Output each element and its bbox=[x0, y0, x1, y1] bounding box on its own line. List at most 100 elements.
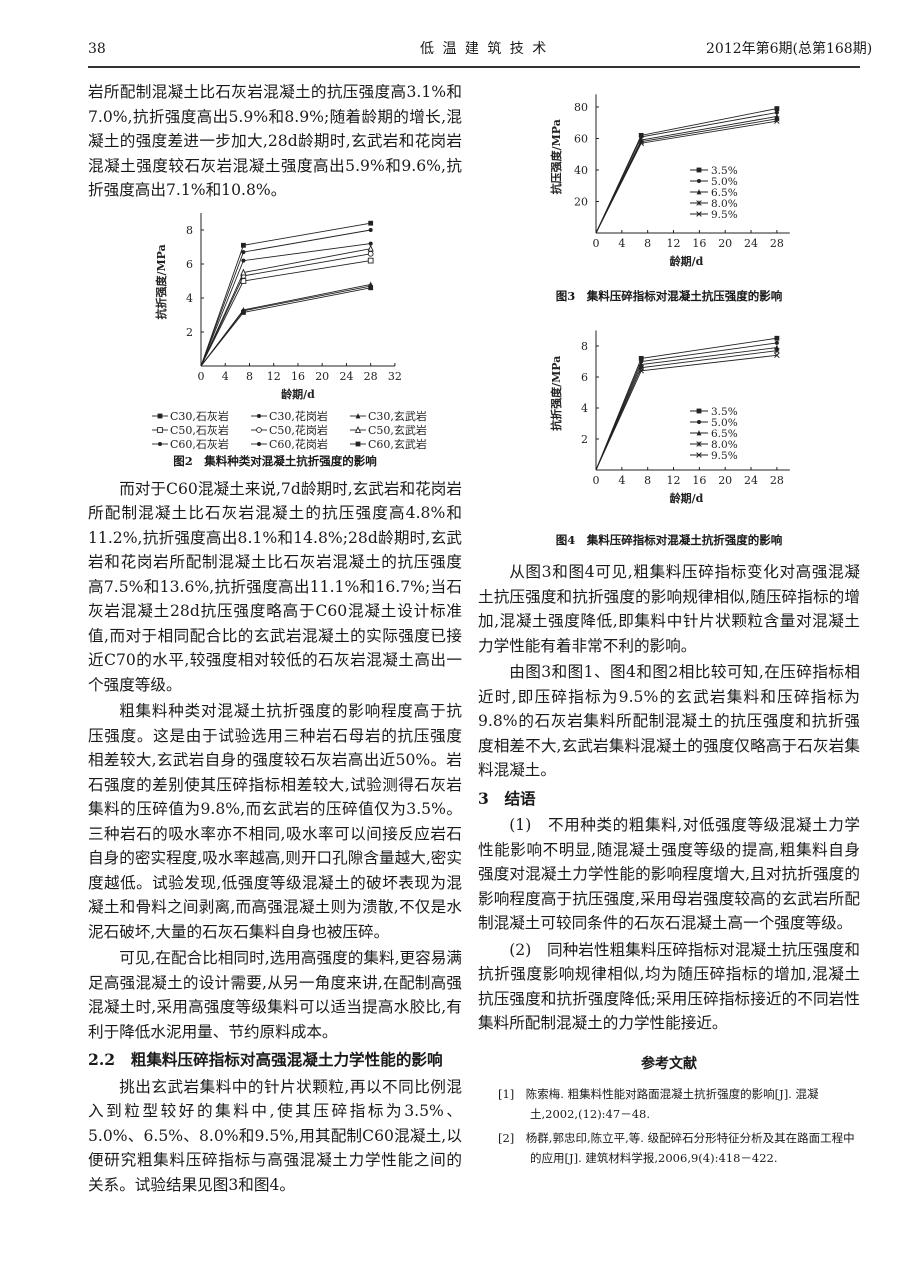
data-point bbox=[774, 340, 779, 345]
y-tick-label: 20 bbox=[574, 196, 588, 209]
legend-item: 9.5% bbox=[690, 450, 738, 462]
legend-label: C50,石灰岩 bbox=[170, 423, 229, 437]
legend-label: 9.5% bbox=[711, 209, 738, 221]
x-tick-label: 16 bbox=[291, 370, 305, 383]
figure-3-caption: 图3 集料压碎指标对混凝土抗压强度的影响 bbox=[555, 289, 783, 303]
x-tick-label: 20 bbox=[718, 237, 732, 250]
legend-marker bbox=[256, 426, 262, 433]
x-tick-label: 32 bbox=[388, 370, 402, 383]
legend-item: C30,石灰岩 bbox=[152, 409, 229, 423]
x-tick-label: 24 bbox=[744, 237, 758, 250]
x-tick-label: 8 bbox=[644, 237, 651, 250]
series-line bbox=[595, 112, 777, 234]
conclusion-1: (1) 不用种类的粗集料,对低强度等级混凝土力学性能影响不明显,随混凝土强度等级… bbox=[478, 816, 860, 932]
legend-item: C30,花岗岩 bbox=[251, 409, 328, 423]
legend-marker bbox=[157, 413, 163, 418]
left-column: 岩所配制混凝土比石灰岩混凝土的抗压强度高3.1%和7.0%,抗折强度高出5.9%… bbox=[88, 80, 462, 1199]
data-point bbox=[367, 257, 374, 263]
legend-item: 8.0% bbox=[690, 198, 738, 210]
data-point bbox=[638, 361, 644, 367]
legend-label: C60,玄武岩 bbox=[368, 437, 427, 451]
legend-item: C30,玄武岩 bbox=[350, 409, 427, 423]
y-tick-label: 6 bbox=[186, 258, 193, 271]
series-9 bbox=[200, 220, 374, 366]
x-tick-label: 28 bbox=[770, 474, 784, 487]
y-tick-label: 8 bbox=[186, 224, 193, 237]
legend-label: 6.5% bbox=[711, 428, 738, 440]
series-8 bbox=[200, 227, 373, 366]
figure-4-caption: 图4 集料压碎指标对混凝土抗折强度的影响 bbox=[555, 533, 783, 547]
legend-item: C50,花岗岩 bbox=[251, 423, 328, 437]
x-tick-label: 12 bbox=[667, 474, 681, 487]
y-tick-label: 6 bbox=[581, 371, 588, 384]
series-line bbox=[595, 108, 777, 234]
series-7 bbox=[200, 241, 373, 366]
series-2 bbox=[595, 110, 779, 234]
data-point bbox=[774, 106, 780, 111]
legend-marker bbox=[257, 413, 261, 418]
x-axis-label: 龄期/d bbox=[281, 387, 315, 401]
paragraph: 挑出玄武岩集料中的针片状颗粒,再以不同比例混入到粒型较好的集料中,使其压碎指标为… bbox=[88, 1077, 462, 1194]
data-point bbox=[638, 368, 644, 374]
x-tick-label: 24 bbox=[744, 474, 758, 487]
data-point bbox=[774, 344, 780, 350]
legend-item: C50,石灰岩 bbox=[152, 423, 229, 437]
legend-item: 3.5% bbox=[690, 165, 738, 177]
legend-label: 3.5% bbox=[711, 406, 738, 418]
y-axis-label: 抗折强度/MPa bbox=[154, 244, 168, 319]
data-point bbox=[368, 227, 373, 232]
x-tick-label: 0 bbox=[198, 370, 205, 383]
legend-marker bbox=[696, 200, 702, 206]
data-point bbox=[367, 250, 374, 257]
data-point bbox=[639, 359, 644, 364]
legend-item: 6.5% bbox=[690, 187, 738, 199]
data-point bbox=[368, 241, 373, 246]
page-number: 38 bbox=[88, 41, 106, 57]
legend-marker bbox=[355, 412, 361, 418]
data-point bbox=[639, 134, 644, 139]
series-3 bbox=[200, 281, 374, 366]
y-tick-label: 2 bbox=[186, 326, 193, 339]
legend-label: 6.5% bbox=[711, 187, 738, 199]
references-title: 参考文献 bbox=[641, 1055, 697, 1072]
right-column: 0 4 8 12 16 20 24 28 20 40 60 80 龄期/d 抗压强度/MPa 3.5% 5.0… bbox=[478, 80, 860, 1172]
issue-info: 2012年第6期(总第168期) bbox=[706, 41, 873, 57]
legend-item: C60,石灰岩 bbox=[152, 437, 229, 451]
data-point bbox=[774, 116, 780, 122]
legend-item: 5.0% bbox=[690, 417, 738, 429]
legend-marker bbox=[354, 425, 362, 433]
series-line bbox=[200, 242, 371, 366]
paragraph: 可见,在配合比相同时,选用高强度的集料,更容易满足高强混凝土的设计需要,从另一角… bbox=[88, 949, 462, 1041]
x-tick-label: 20 bbox=[315, 370, 329, 383]
legend-label: 5.0% bbox=[711, 417, 738, 429]
legend-marker bbox=[697, 420, 701, 424]
legend-item: 8.0% bbox=[690, 439, 738, 451]
series-5 bbox=[595, 352, 780, 471]
legend-marker bbox=[696, 430, 702, 436]
y-tick-label: 80 bbox=[574, 101, 588, 114]
section-heading-3: 3 结语 bbox=[478, 788, 536, 808]
data-point bbox=[774, 118, 780, 124]
data-point bbox=[774, 352, 780, 359]
figure-2-caption: 图2 集料种类对混凝土抗折强度的影响 bbox=[173, 453, 377, 468]
series-6 bbox=[200, 244, 374, 366]
data-point bbox=[368, 281, 374, 287]
series-line bbox=[595, 354, 777, 471]
x-tick-label: 4 bbox=[618, 474, 625, 487]
legend-item: 3.5% bbox=[690, 406, 738, 418]
legend-marker bbox=[696, 441, 702, 447]
figure-2-legend: C30,石灰岩 C30,花岗岩 C30,玄武岩 C50,石灰岩 C50,花岗岩 C50,玄… bbox=[150, 409, 440, 453]
legend-svg: C30,石灰岩 C30,花岗岩 C30,玄武岩 C50,石灰岩 C50,花岗岩 C50,玄… bbox=[152, 409, 427, 451]
x-axis-label: 龄期/d bbox=[670, 254, 704, 268]
journal-title: 低 温 建 筑 技 术 bbox=[420, 41, 549, 57]
legend-marker bbox=[697, 179, 701, 183]
data-point bbox=[241, 306, 246, 312]
data-point bbox=[774, 347, 780, 354]
x-tick-label: 0 bbox=[593, 474, 600, 487]
series-line bbox=[200, 259, 371, 366]
legend-marker bbox=[696, 408, 702, 414]
legend-marker bbox=[696, 211, 702, 217]
figure-2: 0 4 8 12 16 20 24 28 32 2 4 6 8 龄期/d 抗折强度/MPa C30,石灰岩 C… bbox=[88, 209, 462, 471]
figure-3: 0 4 8 12 16 20 24 28 20 40 60 80 龄期/d 抗压强度/MPa 3.5% 5.0… bbox=[478, 80, 860, 308]
